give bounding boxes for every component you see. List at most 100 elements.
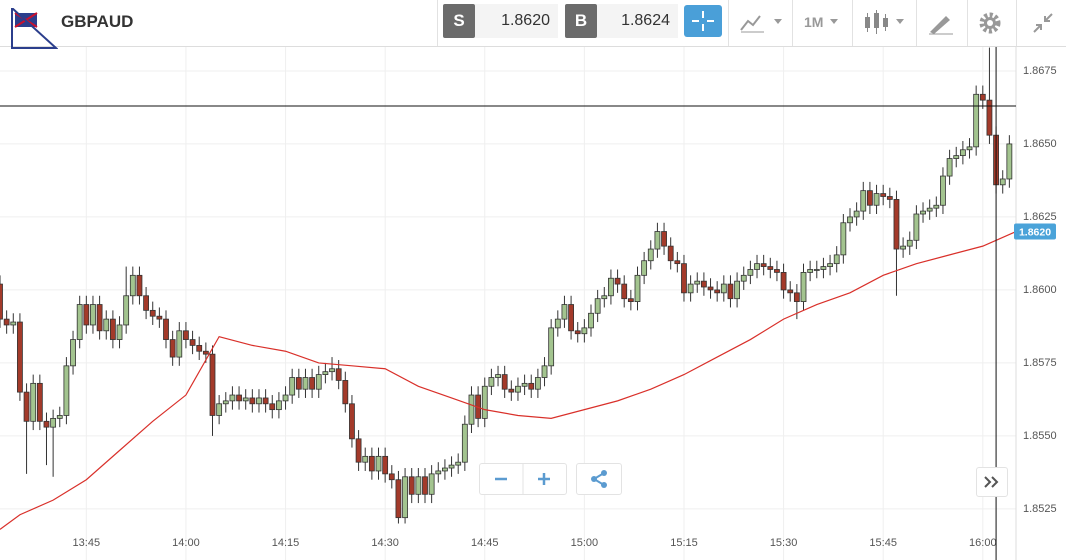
candle-body — [767, 266, 774, 270]
candle-body — [568, 304, 574, 332]
candle-body — [707, 286, 714, 291]
candle-body — [601, 295, 608, 300]
candle-body — [621, 283, 628, 300]
candle-button[interactable] — [862, 8, 912, 38]
candle-body — [368, 455, 375, 472]
symbol: GBPAUD — [61, 12, 134, 31]
candle-body — [787, 289, 794, 294]
candle-body — [30, 382, 37, 422]
sell-button[interactable]: S — [443, 4, 475, 38]
x-tick-label: 14:30 — [371, 537, 399, 549]
moving-average — [0, 230, 1017, 530]
candle-body — [661, 231, 667, 247]
x-tick-label: 15:45 — [869, 537, 897, 549]
candle-body — [76, 304, 83, 340]
timeframe-arrow[interactable] — [828, 10, 842, 36]
candle-body — [481, 385, 488, 419]
y-tick-label: 1.8575 — [1023, 357, 1057, 369]
candle-body — [362, 455, 369, 463]
scroll-end-button[interactable] — [976, 467, 1008, 497]
collapse-button[interactable] — [1030, 10, 1056, 36]
candle-body — [926, 207, 933, 212]
share-icon — [591, 470, 607, 488]
candle-body — [674, 260, 681, 265]
candle-body — [641, 260, 648, 276]
candle-body — [295, 377, 302, 390]
candle-body — [96, 304, 103, 332]
candle-body — [774, 269, 780, 273]
candle-body — [262, 397, 269, 405]
candle-body — [581, 327, 588, 335]
candle-body — [647, 248, 654, 262]
timeframe[interactable]: 1M — [804, 14, 824, 30]
zoom-in[interactable] — [538, 473, 550, 485]
flag-triangle — [11, 8, 58, 49]
candle-body — [521, 382, 528, 387]
price-tag-label: 1.8620 — [1019, 226, 1051, 238]
candle-body — [840, 222, 847, 256]
candle-body — [229, 394, 236, 402]
candle-body — [169, 339, 176, 358]
candle-body — [156, 315, 163, 320]
candle-body — [720, 283, 727, 294]
candle-body — [422, 476, 428, 495]
candle-body — [189, 339, 196, 346]
candle-body — [873, 193, 880, 206]
candle-body — [541, 365, 548, 378]
crosshair-button[interactable] — [684, 5, 722, 37]
candle-body — [183, 330, 189, 340]
candle-body — [893, 199, 900, 250]
draw-button[interactable] — [926, 10, 956, 36]
divider — [916, 0, 917, 46]
candle-body — [256, 397, 262, 405]
candle-body — [0, 283, 3, 320]
buy-button[interactable]: B — [565, 4, 597, 38]
candle-body — [933, 204, 940, 209]
candle-body — [973, 93, 980, 148]
candle-body — [940, 175, 946, 206]
candle-body — [867, 190, 873, 206]
candle-body — [415, 476, 422, 495]
candle-body — [196, 344, 203, 352]
zoom-controls — [479, 463, 567, 495]
candle-body — [315, 374, 322, 390]
candle-body — [780, 272, 787, 291]
candle-body — [309, 377, 316, 390]
candle-body — [335, 368, 342, 381]
y-tick-label: 1.8675 — [1023, 65, 1057, 77]
candle-body — [627, 298, 634, 303]
x-tick-label: 15:30 — [770, 537, 798, 549]
candle-body — [1006, 143, 1013, 180]
candle-body — [920, 210, 926, 215]
candle-body — [282, 394, 289, 402]
candle-body — [800, 272, 807, 303]
x-tick-label: 15:15 — [670, 537, 698, 549]
candle-body — [548, 327, 555, 367]
candle-body — [269, 403, 276, 411]
buy-price[interactable]: 1.8624 — [597, 4, 678, 38]
x-tick-label: 14:45 — [471, 537, 499, 549]
divider — [437, 0, 438, 46]
candle-body — [103, 318, 110, 332]
settings-button[interactable] — [977, 10, 1003, 36]
candle-body — [129, 274, 136, 297]
candle-body — [408, 476, 415, 495]
candle-body — [515, 385, 521, 393]
chart-type-button[interactable] — [738, 10, 788, 36]
candle-body — [428, 473, 435, 495]
candle-body — [209, 353, 216, 416]
candle-body — [56, 415, 63, 419]
x-tick-label: 14:00 — [172, 537, 200, 549]
sell-price[interactable]: 1.8620 — [475, 4, 558, 38]
crosshair-icon — [692, 11, 714, 31]
candle-body — [953, 155, 960, 159]
candle-body — [216, 403, 223, 416]
candle-body — [734, 280, 740, 300]
candle-body — [807, 269, 814, 273]
candle-body — [488, 377, 495, 387]
candle-body — [760, 263, 767, 267]
candle-body — [528, 382, 535, 390]
share-button[interactable] — [576, 463, 622, 495]
candle-body — [276, 400, 282, 411]
